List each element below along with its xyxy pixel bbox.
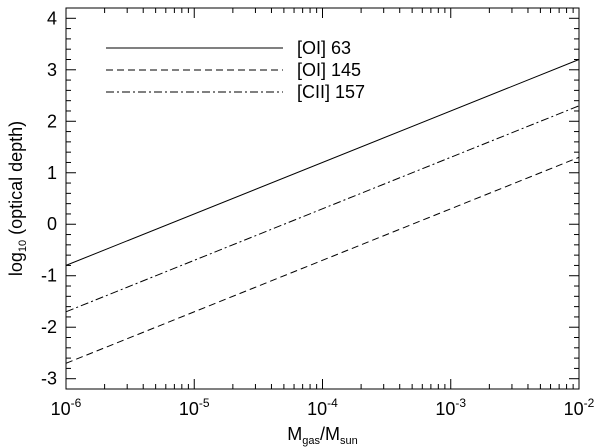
y-tick-label: 4 xyxy=(47,8,57,28)
y-tick-label: 1 xyxy=(47,163,57,183)
x-tick-label: 10-5 xyxy=(179,396,210,419)
y-tick-label: -1 xyxy=(41,266,57,286)
x-axis-title: Mgas/Msun xyxy=(287,424,358,447)
x-tick-label-base: 10 xyxy=(435,399,455,419)
y-tick-label: 2 xyxy=(47,111,57,131)
y-axis-title-post: (optical depth) xyxy=(6,121,26,240)
legend-label: [OI] 145 xyxy=(297,60,361,80)
x-tick-label-base: 10 xyxy=(564,399,584,419)
x-tick-label: 10-3 xyxy=(435,396,466,419)
x-tick-label-base: 10 xyxy=(51,399,71,419)
y-tick-label: -3 xyxy=(41,369,57,389)
series-layer xyxy=(65,59,580,364)
y-axis-title-pre: log xyxy=(6,252,26,276)
x-axis-title-sub2: sun xyxy=(340,435,358,447)
y-tick-label: -2 xyxy=(41,317,57,337)
series-line-dashed xyxy=(65,156,580,364)
legend: [OI] 63[OI] 145[CII] 157 xyxy=(106,38,365,102)
y-axis-title-sub: 10 xyxy=(17,240,29,252)
x-axis-ticks: 10-6 10-5 10-4 10-3 10-2 xyxy=(51,8,595,419)
x-tick-label-exponent: -2 xyxy=(584,396,595,410)
x-tick-label: 10-2 xyxy=(564,396,595,419)
x-tick-label: 10-6 xyxy=(51,396,82,419)
legend-label: [CII] 157 xyxy=(297,82,365,102)
x-tick-label-exponent: -3 xyxy=(455,396,466,410)
x-axis-title-sep: /M xyxy=(320,424,340,444)
x-tick-label-base: 10 xyxy=(307,399,327,419)
y-axis-title: log10 (optical depth) xyxy=(6,121,29,276)
y-tick-label: 3 xyxy=(47,60,57,80)
x-tick-label-exponent: -4 xyxy=(327,396,338,410)
x-axis-title-sub: gas xyxy=(302,435,320,447)
series-line-dashdot xyxy=(65,105,580,313)
x-axis-title-main: M xyxy=(287,424,302,444)
x-tick-label-base: 10 xyxy=(179,399,199,419)
legend-label: [OI] 63 xyxy=(297,38,351,58)
series-line-solid xyxy=(65,59,580,266)
y-axis-ticks: -3 -2 -1 0 1 2 3 4 xyxy=(41,7,579,390)
y-tick-label: 0 xyxy=(47,214,57,234)
x-tick-label: 10-4 xyxy=(307,396,338,419)
x-tick-label-exponent: -5 xyxy=(199,396,210,410)
x-tick-label-exponent: -6 xyxy=(71,396,82,410)
